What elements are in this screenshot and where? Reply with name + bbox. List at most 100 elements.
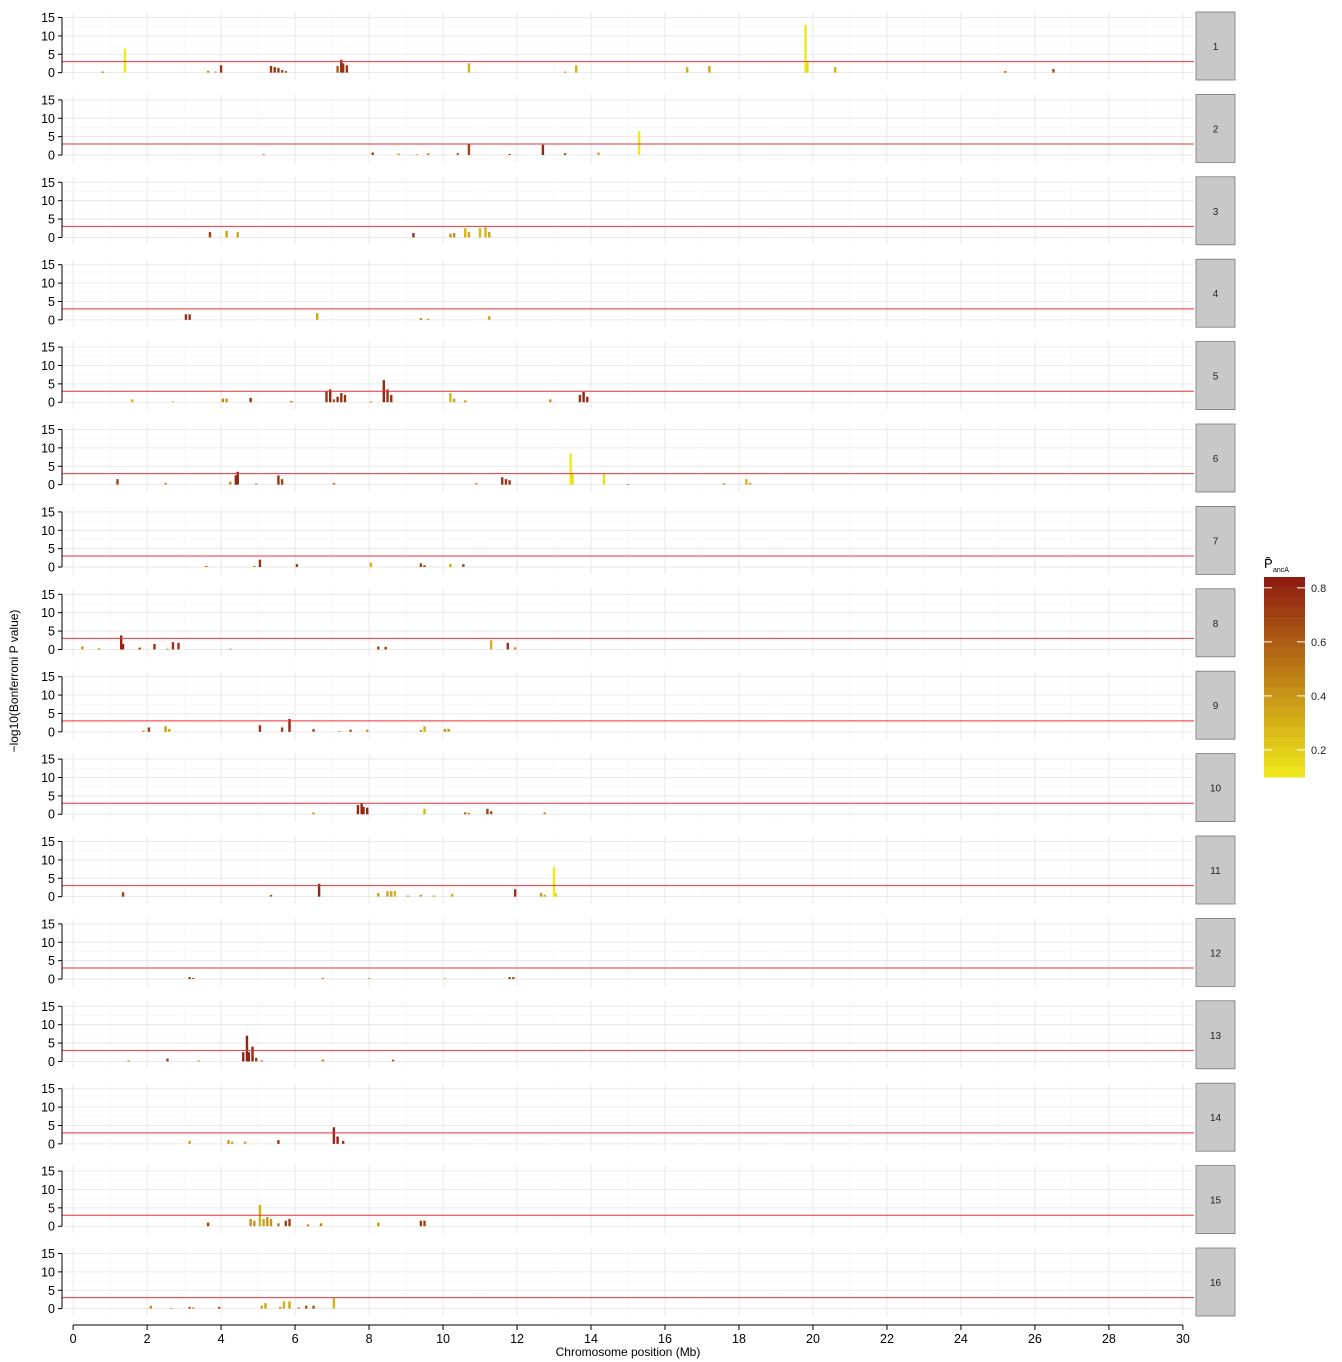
- bar: [236, 471, 239, 485]
- y-tick-label: 10: [41, 606, 55, 620]
- bar: [427, 318, 430, 320]
- facet-strip: [1195, 918, 1236, 987]
- bar: [269, 894, 273, 897]
- bar: [569, 453, 572, 485]
- x-tick-label: 12: [510, 1332, 524, 1346]
- bar: [304, 1305, 308, 1309]
- bar: [188, 1140, 191, 1144]
- y-tick-label: 15: [41, 11, 55, 25]
- legend-swatch: [1264, 697, 1305, 708]
- x-tick-label: 2: [144, 1332, 151, 1346]
- bar: [406, 895, 410, 897]
- legend-swatch: [1264, 767, 1305, 778]
- y-tick-label: 0: [48, 396, 55, 410]
- bar: [508, 977, 511, 980]
- bar: [121, 892, 125, 897]
- bar: [369, 562, 373, 568]
- y-tick-label: 10: [41, 29, 55, 43]
- x-tick-label: 0: [70, 1332, 77, 1346]
- legend-swatch: [1264, 597, 1305, 608]
- bar: [443, 728, 447, 732]
- bar: [247, 1052, 251, 1062]
- y-tick-label: 10: [41, 524, 55, 538]
- y-tick-label: 15: [41, 1000, 55, 1014]
- facet-label: 7: [1213, 536, 1219, 547]
- bar: [138, 647, 141, 650]
- bar: [312, 1305, 315, 1309]
- bar: [452, 233, 456, 238]
- bar: [249, 397, 252, 403]
- facet-strip: [1195, 258, 1236, 328]
- bar: [462, 564, 465, 568]
- bar: [116, 479, 119, 485]
- bar: [188, 314, 191, 320]
- bar: [249, 1218, 252, 1227]
- y-tick-label: 10: [41, 853, 55, 867]
- facet-strip: [1195, 588, 1236, 658]
- facet-label: 3: [1213, 207, 1219, 218]
- bar: [123, 48, 127, 73]
- bar: [419, 318, 423, 320]
- panel-5: 0 5 10 15 5: [41, 341, 1236, 411]
- y-tick-label: 15: [41, 835, 55, 849]
- bar: [258, 559, 262, 568]
- bar: [362, 806, 365, 815]
- y-tick-label: 15: [41, 341, 55, 355]
- bar: [489, 640, 493, 650]
- bar: [316, 313, 319, 320]
- bar: [539, 892, 543, 897]
- bar: [253, 1220, 256, 1227]
- y-tick-label: 15: [41, 588, 55, 602]
- y-tick-label: 10: [41, 1183, 55, 1197]
- facet-label: 13: [1210, 1031, 1222, 1042]
- bar: [513, 647, 517, 650]
- facet-label: 9: [1213, 701, 1219, 712]
- bar: [467, 63, 471, 73]
- panel-9: 0 5 10 15 9: [41, 670, 1236, 740]
- x-tick-label: 30: [1176, 1332, 1190, 1346]
- bar: [423, 808, 426, 815]
- bar: [449, 393, 452, 403]
- bar: [166, 1058, 169, 1062]
- bar: [312, 812, 315, 815]
- x-tick-label: 22: [880, 1332, 894, 1346]
- bar: [415, 154, 419, 156]
- bar: [280, 479, 284, 485]
- facet-label: 11: [1210, 866, 1221, 877]
- facet-label: 4: [1213, 289, 1219, 300]
- bar: [626, 483, 630, 485]
- facet-strip: [1195, 94, 1236, 163]
- bar: [168, 728, 171, 732]
- bar: [488, 316, 491, 320]
- y-tick-label: 0: [48, 66, 55, 80]
- bar: [501, 477, 504, 485]
- bar: [338, 731, 341, 732]
- bar: [377, 646, 380, 650]
- bar: [806, 61, 809, 73]
- bar: [449, 233, 452, 238]
- facet-label: 10: [1210, 784, 1222, 795]
- bar: [489, 811, 493, 815]
- bar: [127, 1060, 130, 1062]
- bar: [97, 648, 101, 650]
- bar: [377, 892, 380, 897]
- panel-8: 0 5 10 15 8: [41, 588, 1236, 658]
- x-tick-label: 4: [218, 1332, 225, 1346]
- bar: [171, 642, 175, 650]
- bar: [349, 729, 352, 732]
- y-tick-label: 10: [41, 1018, 55, 1032]
- bar: [234, 475, 238, 485]
- bar: [512, 977, 515, 980]
- bar: [236, 231, 239, 238]
- bar: [312, 728, 315, 732]
- bar: [582, 391, 585, 403]
- y-tick-label: 10: [41, 771, 55, 785]
- bar: [262, 154, 265, 156]
- bar: [1004, 71, 1007, 73]
- bar: [478, 228, 482, 238]
- y-tick-label: 0: [48, 478, 55, 492]
- bar: [508, 480, 511, 485]
- y-tick-label: 15: [41, 258, 55, 272]
- bar: [288, 718, 291, 732]
- bar: [206, 70, 210, 73]
